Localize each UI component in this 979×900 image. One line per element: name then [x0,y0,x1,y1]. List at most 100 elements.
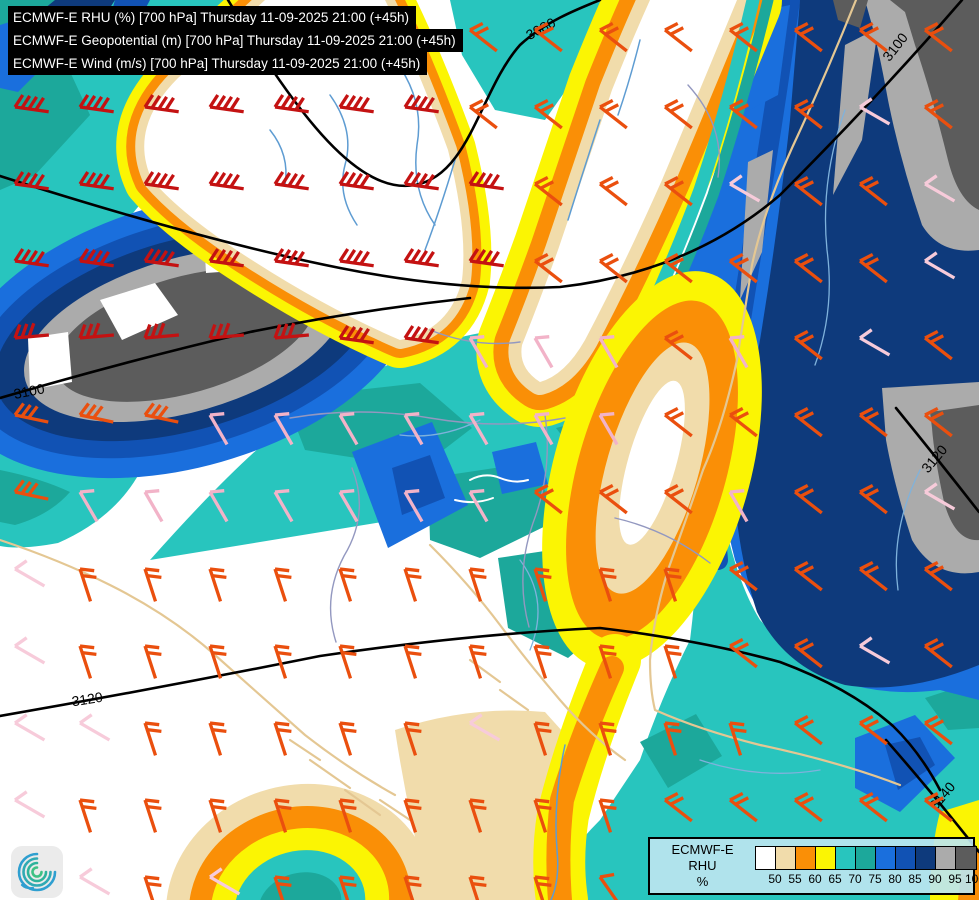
wind-barb [403,875,422,900]
wind-barb [208,489,229,523]
wind-barb [533,21,563,53]
wind-barb [858,791,888,823]
wind-barb [598,567,617,602]
wind-barb [663,567,682,602]
wind-barb [273,322,310,340]
wind-barb [208,644,227,679]
wind-barb [78,322,115,340]
wind-barb [78,402,114,424]
wind-barb [13,171,49,191]
wind-barb [533,252,563,284]
wind-barb [468,171,504,191]
wind-barb [208,412,229,446]
wind-barb [858,406,888,438]
wind-barb [533,644,552,679]
legend-model-name: ECMWF-E [671,842,734,857]
wind-barb [793,406,823,438]
wind-barb [663,329,693,361]
wind-barb [468,798,487,833]
wind-barb [663,791,693,823]
wind-barb [924,174,956,203]
legend-color-scale [755,846,977,870]
wind-barb [728,489,749,523]
wind-barb [273,412,294,446]
legend-swatch [836,847,856,869]
wind-barb [208,248,244,268]
wind-barb [273,171,309,191]
wind-barb [469,713,501,742]
wind-barb [858,560,888,592]
wind-barb [598,872,621,900]
wind-barb [728,98,758,130]
wind-barb [663,721,682,756]
wind-barb [598,98,628,130]
legend-swatch [816,847,836,869]
legend-unit: % [696,874,709,889]
weather-service-spiral-logo [11,846,63,898]
wind-barb [208,322,245,340]
wind-barb [403,94,439,114]
wind-barb [468,98,498,130]
geopotential-contours [0,0,979,854]
wind-barb [924,482,956,511]
legend-threshold: 90 [928,872,942,886]
wind-barb [403,489,424,523]
wind-barb [78,94,114,114]
wind-barb [533,798,552,833]
rhu-legend: ECMWF-E RHU % 50 55 60 65 70 75 80 85 90 95100 [648,837,979,895]
wind-barb [598,721,617,756]
legend-swatch [896,847,916,869]
wind-barb [923,98,953,130]
wind-barb [403,171,439,191]
wind-barb [793,175,823,207]
wind-barb [728,791,758,823]
wind-barb [143,567,162,602]
legend-swatch [776,847,796,869]
wind-barb [143,94,179,114]
wind-barb [338,248,374,268]
legend-swatch [876,847,896,869]
wind-barb [338,171,374,191]
wind-barb [208,798,227,833]
wind-barb [598,175,628,207]
wind-barb [793,483,823,515]
wind-barb [793,21,823,53]
wind-barb [78,171,114,191]
wind-barb [728,335,749,369]
legend-parameter: RHU [688,858,717,873]
wind-barb [78,644,97,679]
legend-threshold: 60 [808,872,822,886]
wind-barb [923,21,953,53]
title-wind: ECMWF-E Wind (m/s) [700 hPa] Thursday 11… [8,52,428,75]
wind-barb [663,21,693,53]
wind-barb [858,175,888,207]
wind-barb [338,94,374,114]
wind-barb [403,644,422,679]
wind-barb [793,791,823,823]
wind-barb [923,406,953,438]
legend-title: ECMWF-E RHU % [650,842,755,890]
wind-barb [468,644,487,679]
wind-barb [533,567,552,602]
wind-barb [208,94,244,114]
wind-barb [13,322,50,340]
wind-barb [143,489,164,523]
wind-barb [923,329,953,361]
legend-swatch [796,847,816,869]
wind-barb [598,644,617,679]
wind-barb [79,713,111,742]
wind-barb [273,798,292,833]
wind-barb [468,21,498,53]
wind-barb [403,325,439,345]
wind-barb [403,721,422,756]
wind-barb [859,328,891,357]
contour-label: 3120 [71,689,104,710]
legend-swatch [936,847,956,869]
legend-swatch [856,847,876,869]
wind-barb [143,721,162,756]
wind-barb [533,721,552,756]
wind-barb [793,714,823,746]
legend-threshold: 75 [868,872,882,886]
